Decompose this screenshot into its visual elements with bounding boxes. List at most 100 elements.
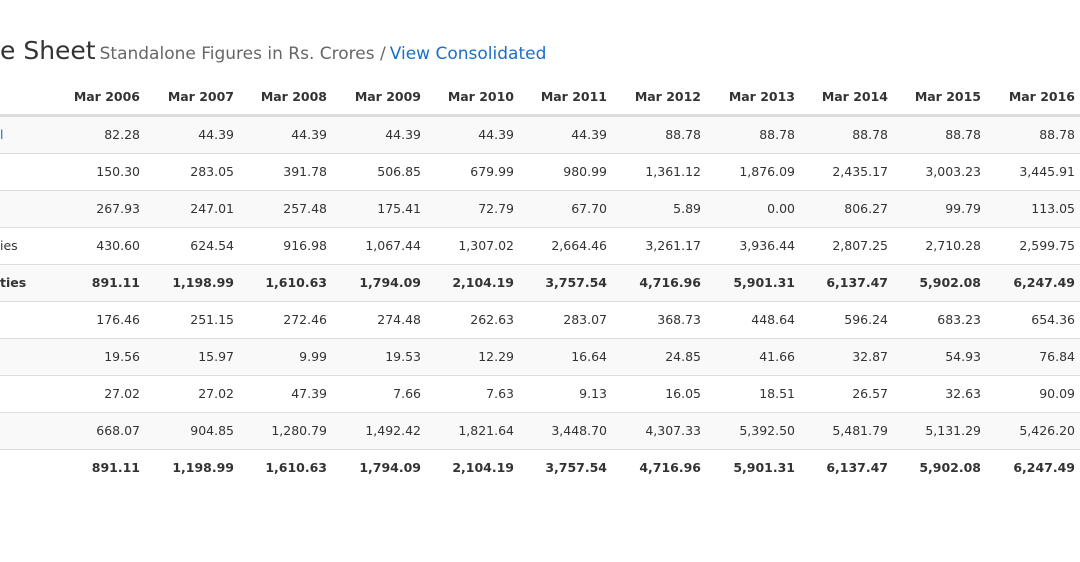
column-header: Mar 2006 xyxy=(73,89,140,104)
column-header: Mar 2009 xyxy=(354,89,421,104)
cell-value: 3,757.54 xyxy=(545,275,607,290)
title-bar: e Sheet Standalone Figures in Rs. Crores … xyxy=(0,36,546,65)
cell-value: 5,131.29 xyxy=(925,423,981,438)
cell-value: 668.07 xyxy=(96,423,140,438)
table-row: 891.11 1,198.99 1,610.63 1,794.09 2,104.19 3,… xyxy=(0,449,1080,486)
cell-value: 3,003.23 xyxy=(925,164,981,179)
table-row: 19.56 15.97 9.99 19.53 12.29 16.64 24.85 41.66 3… xyxy=(0,338,1080,375)
cell-value: 683.23 xyxy=(937,312,981,327)
column-header: Mar 2013 xyxy=(728,89,795,104)
cell-value: 1,361.12 xyxy=(645,164,701,179)
cell-value: 6,137.47 xyxy=(826,460,888,475)
cell-value: 26.57 xyxy=(852,386,888,401)
cell-value: 24.85 xyxy=(665,349,701,364)
cell-value: 5,392.50 xyxy=(739,423,795,438)
cell-value: 99.79 xyxy=(945,201,981,216)
cell-value: 44.39 xyxy=(198,127,234,142)
cell-value: 2,807.25 xyxy=(832,238,888,253)
column-header: Mar 2010 xyxy=(447,89,514,104)
cell-value: 19.56 xyxy=(104,349,140,364)
cell-value: 251.15 xyxy=(190,312,234,327)
cell-value: 596.24 xyxy=(844,312,888,327)
subtitle: Standalone Figures in Rs. Crores / xyxy=(99,44,386,64)
cell-value: 6,247.49 xyxy=(1013,460,1075,475)
cell-value: 806.27 xyxy=(844,201,888,216)
cell-value: 88.78 xyxy=(852,127,888,142)
cell-value: 32.63 xyxy=(945,386,981,401)
cell-value: 27.02 xyxy=(104,386,140,401)
cell-value: 1,876.09 xyxy=(739,164,795,179)
cell-value: 88.78 xyxy=(665,127,701,142)
view-consolidated-link[interactable]: View Consolidated xyxy=(389,44,547,64)
cell-value: 3,936.44 xyxy=(739,238,795,253)
cell-value: 2,104.19 xyxy=(452,275,514,290)
cell-value: 4,307.33 xyxy=(645,423,701,438)
cell-value: 283.07 xyxy=(563,312,607,327)
cell-value: 44.39 xyxy=(385,127,421,142)
cell-value: 19.53 xyxy=(385,349,421,364)
cell-value: 90.09 xyxy=(1039,386,1075,401)
cell-value: 6,247.49 xyxy=(1013,275,1075,290)
cell-value: 7.63 xyxy=(486,386,514,401)
cell-value: 267.93 xyxy=(96,201,140,216)
cell-value: 448.64 xyxy=(751,312,795,327)
cell-value: 9.99 xyxy=(299,349,327,364)
cell-value: 175.41 xyxy=(377,201,421,216)
cell-value: 3,261.17 xyxy=(645,238,701,253)
cell-value: 5,481.79 xyxy=(832,423,888,438)
cell-value: 1,198.99 xyxy=(172,460,234,475)
cell-value: 5,901.31 xyxy=(733,460,795,475)
table-row: 27.02 27.02 47.39 7.66 7.63 9.13 16.05 18.51 26.… xyxy=(0,375,1080,412)
cell-value: 679.99 xyxy=(470,164,514,179)
cell-value: 980.99 xyxy=(563,164,607,179)
cell-value: 4,716.96 xyxy=(639,275,701,290)
column-header: Mar 2007 xyxy=(167,89,234,104)
column-header: Mar 2012 xyxy=(634,89,701,104)
cell-value: 76.84 xyxy=(1039,349,1075,364)
cell-value: 88.78 xyxy=(945,127,981,142)
column-header: Mar 2011 xyxy=(540,89,607,104)
cell-value: 1,307.02 xyxy=(458,238,514,253)
cell-value: 262.63 xyxy=(470,312,514,327)
table-row: l 82.28 44.39 44.39 44.39 44.39 44.39 88.78 88.7… xyxy=(0,116,1080,153)
cell-value: 916.98 xyxy=(283,238,327,253)
cell-value: 1,794.09 xyxy=(359,460,421,475)
cell-value: 2,435.17 xyxy=(832,164,888,179)
cell-value: 1,067.44 xyxy=(365,238,421,253)
cell-value: 1,610.63 xyxy=(265,460,327,475)
column-header: Mar 2015 xyxy=(914,89,981,104)
cell-value: 430.60 xyxy=(96,238,140,253)
cell-value: 47.39 xyxy=(291,386,327,401)
cell-value: 82.28 xyxy=(104,127,140,142)
cell-value: 44.39 xyxy=(478,127,514,142)
column-header: Mar 2016 xyxy=(1008,89,1075,104)
cell-value: 257.48 xyxy=(283,201,327,216)
cell-value: 0.00 xyxy=(767,201,795,216)
cell-value: 283.05 xyxy=(190,164,234,179)
cell-value: 1,198.99 xyxy=(172,275,234,290)
table-row: ties 891.11 1,198.99 1,610.63 1,794.09 2,104.… xyxy=(0,264,1080,301)
cell-value: 7.66 xyxy=(393,386,421,401)
cell-value: 88.78 xyxy=(1039,127,1075,142)
cell-value: 274.48 xyxy=(377,312,421,327)
cell-value: 32.87 xyxy=(852,349,888,364)
row-label: ties xyxy=(0,275,27,290)
cell-value: 1,492.42 xyxy=(365,423,421,438)
cell-value: 904.85 xyxy=(190,423,234,438)
cell-value: 27.02 xyxy=(198,386,234,401)
row-label: ies xyxy=(0,238,18,253)
cell-value: 5,426.20 xyxy=(1019,423,1075,438)
cell-value: 3,448.70 xyxy=(551,423,607,438)
cell-value: 5,902.08 xyxy=(919,275,981,290)
cell-value: 272.46 xyxy=(283,312,327,327)
cell-value: 1,794.09 xyxy=(359,275,421,290)
table-row: 176.46 251.15 272.46 274.48 262.63 283.07 368.… xyxy=(0,301,1080,338)
row-label[interactable]: l xyxy=(0,127,4,142)
cell-value: 41.66 xyxy=(759,349,795,364)
table-row: 150.30 283.05 391.78 506.85 679.99 980.99 1,36… xyxy=(0,153,1080,190)
cell-value: 6,137.47 xyxy=(826,275,888,290)
table-row: 267.93 247.01 257.48 175.41 72.79 67.70 5.89 0.… xyxy=(0,190,1080,227)
cell-value: 1,821.64 xyxy=(458,423,514,438)
cell-value: 3,445.91 xyxy=(1019,164,1075,179)
